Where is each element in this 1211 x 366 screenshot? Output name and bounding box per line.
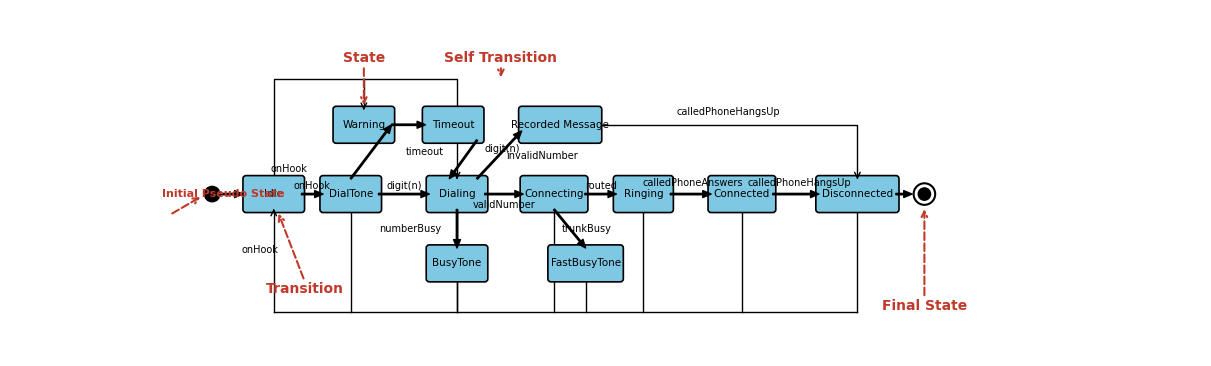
Text: calledPhoneHangsUp: calledPhoneHangsUp <box>748 178 851 188</box>
FancyBboxPatch shape <box>521 176 587 213</box>
FancyBboxPatch shape <box>426 176 488 213</box>
Text: trunkBusy: trunkBusy <box>562 224 612 234</box>
Text: digit(n): digit(n) <box>386 182 421 191</box>
Text: Idle: Idle <box>264 189 283 199</box>
Text: invalidNumber: invalidNumber <box>506 150 578 161</box>
Text: onHook: onHook <box>271 164 308 175</box>
FancyBboxPatch shape <box>426 245 488 282</box>
FancyArrowPatch shape <box>553 209 586 248</box>
Text: Initial Pseudo State: Initial Pseudo State <box>162 189 285 199</box>
Text: calledPhoneHangsUp: calledPhoneHangsUp <box>676 107 780 117</box>
Text: Timeout: Timeout <box>432 120 475 130</box>
FancyArrowPatch shape <box>454 209 460 248</box>
Text: Warning: Warning <box>343 120 385 130</box>
FancyBboxPatch shape <box>708 176 776 213</box>
FancyArrowPatch shape <box>585 191 616 198</box>
Text: Transition: Transition <box>265 282 344 296</box>
Text: FastBusyTone: FastBusyTone <box>551 258 621 268</box>
FancyBboxPatch shape <box>547 245 624 282</box>
Text: Connecting: Connecting <box>524 189 584 199</box>
FancyArrowPatch shape <box>896 191 912 198</box>
Text: BusyTone: BusyTone <box>432 258 482 268</box>
Text: Ringing: Ringing <box>624 189 664 199</box>
FancyArrowPatch shape <box>449 140 477 179</box>
Text: Self Transition: Self Transition <box>444 51 557 65</box>
Circle shape <box>918 188 930 200</box>
Text: Disconnected: Disconnected <box>822 189 893 199</box>
FancyArrowPatch shape <box>350 125 391 179</box>
Text: Recorded Message: Recorded Message <box>511 120 609 130</box>
Text: calledPhoneAnswers: calledPhoneAnswers <box>642 178 742 188</box>
FancyBboxPatch shape <box>333 106 395 143</box>
Text: onHook: onHook <box>241 245 279 255</box>
FancyArrowPatch shape <box>476 131 522 179</box>
Text: digit(n): digit(n) <box>484 145 521 154</box>
FancyArrowPatch shape <box>484 191 523 198</box>
FancyBboxPatch shape <box>243 176 304 213</box>
FancyArrowPatch shape <box>379 191 429 198</box>
Circle shape <box>913 183 935 205</box>
Text: routed: routed <box>585 182 616 191</box>
FancyBboxPatch shape <box>518 106 602 143</box>
FancyBboxPatch shape <box>816 176 899 213</box>
FancyBboxPatch shape <box>423 106 484 143</box>
Text: numberBusy: numberBusy <box>379 224 442 234</box>
FancyArrowPatch shape <box>302 191 323 198</box>
Circle shape <box>205 186 220 202</box>
FancyBboxPatch shape <box>613 176 673 213</box>
Text: DialTone: DialTone <box>328 189 373 199</box>
FancyArrowPatch shape <box>391 121 425 128</box>
Text: onHook: onHook <box>294 182 331 191</box>
FancyArrowPatch shape <box>671 191 711 198</box>
FancyArrowPatch shape <box>773 191 819 198</box>
FancyArrowPatch shape <box>220 191 243 198</box>
Text: validNumber: validNumber <box>472 200 535 210</box>
Text: Final State: Final State <box>882 299 968 313</box>
Text: Connected: Connected <box>713 189 770 199</box>
Text: Dialing: Dialing <box>438 189 476 199</box>
FancyBboxPatch shape <box>320 176 381 213</box>
Text: State: State <box>343 51 385 65</box>
Text: timeout: timeout <box>406 147 443 157</box>
